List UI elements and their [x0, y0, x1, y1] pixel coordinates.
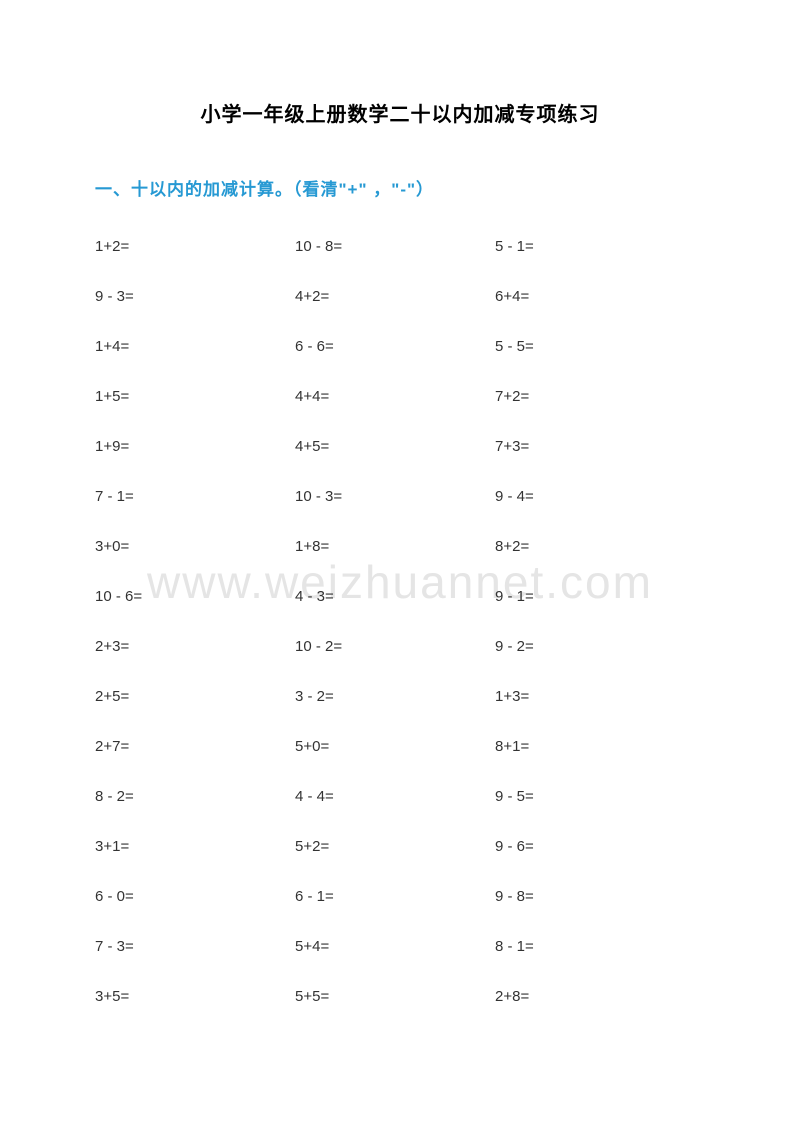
- math-problem: 4 - 4=: [295, 788, 495, 805]
- section-header: 一、十以内的加减计算。（看清"+" ，"-"）: [95, 175, 705, 200]
- math-problem: 5+2=: [295, 838, 495, 855]
- math-problem: 1+5=: [95, 388, 295, 405]
- math-problem: 2+7=: [95, 738, 295, 755]
- math-problem: 6 - 6=: [295, 338, 495, 355]
- math-problem: 1+2=: [95, 238, 295, 255]
- math-problem: 9 - 1=: [495, 588, 705, 605]
- math-problem: 3+1=: [95, 838, 295, 855]
- math-problem: 5+5=: [295, 988, 495, 1005]
- math-problem: 9 - 4=: [495, 488, 705, 505]
- math-problem: 9 - 8=: [495, 888, 705, 905]
- math-problem: 7+2=: [495, 388, 705, 405]
- math-problem: 4+5=: [295, 438, 495, 455]
- math-problem: 10 - 6=: [95, 588, 295, 605]
- math-problem: 1+4=: [95, 338, 295, 355]
- math-problem: 1+8=: [295, 538, 495, 555]
- page-title: 小学一年级上册数学二十以内加减专项练习: [95, 98, 705, 127]
- math-problem: 8 - 1=: [495, 938, 705, 955]
- math-problem: 8+1=: [495, 738, 705, 755]
- math-problem: 3 - 2=: [295, 688, 495, 705]
- math-problem: 10 - 8=: [295, 238, 495, 255]
- math-problem: 6+4=: [495, 288, 705, 305]
- math-problem: 9 - 3=: [95, 288, 295, 305]
- problems-grid: 1+2= 10 - 8= 5 - 1= 9 - 3= 4+2= 6+4= 1+4…: [95, 238, 705, 1005]
- math-problem: 10 - 2=: [295, 638, 495, 655]
- math-problem: 5 - 5=: [495, 338, 705, 355]
- math-problem: 9 - 5=: [495, 788, 705, 805]
- math-problem: 4+2=: [295, 288, 495, 305]
- math-problem: 7 - 1=: [95, 488, 295, 505]
- math-problem: 5+4=: [295, 938, 495, 955]
- math-problem: 8+2=: [495, 538, 705, 555]
- math-problem: 2+8=: [495, 988, 705, 1005]
- math-problem: 4 - 3=: [295, 588, 495, 605]
- math-problem: 5 - 1=: [495, 238, 705, 255]
- math-problem: 4+4=: [295, 388, 495, 405]
- math-problem: 10 - 3=: [295, 488, 495, 505]
- math-problem: 9 - 2=: [495, 638, 705, 655]
- math-problem: 1+3=: [495, 688, 705, 705]
- math-problem: 8 - 2=: [95, 788, 295, 805]
- math-problem: 9 - 6=: [495, 838, 705, 855]
- math-problem: 7 - 3=: [95, 938, 295, 955]
- math-problem: 3+5=: [95, 988, 295, 1005]
- math-problem: 5+0=: [295, 738, 495, 755]
- math-problem: 6 - 1=: [295, 888, 495, 905]
- math-problem: 2+5=: [95, 688, 295, 705]
- document-content: 小学一年级上册数学二十以内加减专项练习 一、十以内的加减计算。（看清"+" ，"…: [95, 98, 705, 1005]
- math-problem: 6 - 0=: [95, 888, 295, 905]
- math-problem: 7+3=: [495, 438, 705, 455]
- math-problem: 1+9=: [95, 438, 295, 455]
- math-problem: 2+3=: [95, 638, 295, 655]
- math-problem: 3+0=: [95, 538, 295, 555]
